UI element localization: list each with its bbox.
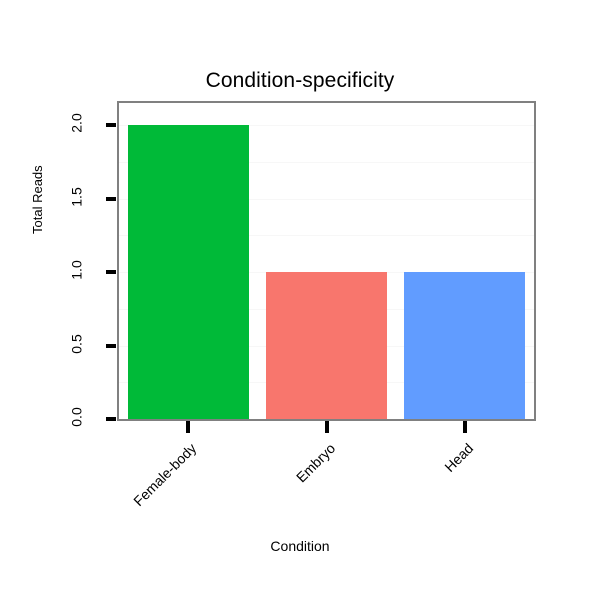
- y-tick-label: 1.5: [57, 186, 97, 207]
- y-tick-mark: [106, 270, 116, 275]
- y-axis-title: Total Reads: [30, 165, 45, 234]
- x-tick-mark: [186, 421, 191, 433]
- gridline: [119, 125, 534, 127]
- y-tick-mark: [106, 196, 116, 201]
- y-tick-mark: [106, 123, 116, 128]
- y-tick-label: 0.5: [57, 333, 97, 354]
- x-tick-label: Embryo: [292, 440, 338, 486]
- bar: [265, 272, 387, 419]
- y-tick-label-text: 0.5: [69, 333, 85, 354]
- plot-panel: [117, 101, 536, 421]
- gridline: [119, 198, 534, 200]
- gridline-minor: [119, 161, 534, 163]
- y-tick-label-text: 1.0: [69, 260, 85, 280]
- y-tick-mark: [106, 417, 116, 421]
- y-tick-label: 1.0: [57, 260, 97, 280]
- plot-area: [119, 103, 534, 419]
- y-tick-label-text: 2.0: [69, 113, 85, 133]
- x-axis-title: Condition: [270, 538, 330, 554]
- bars-group: [119, 103, 534, 419]
- bar: [127, 125, 249, 419]
- chart-title: Condition-specificity: [205, 69, 395, 92]
- y-tick-label-text: 1.5: [69, 186, 85, 207]
- bar: [404, 272, 526, 419]
- x-tick-mark: [462, 421, 467, 433]
- gridline-minor: [119, 235, 534, 237]
- x-tick-label: Head: [441, 440, 477, 475]
- y-axis: 0.0 0.5 1.0 1.5 2.0: [0, 0, 117, 600]
- y-tick-label-text: 0.0: [69, 407, 85, 427]
- y-tick-label: 2.0: [57, 113, 97, 133]
- y-tick-mark: [106, 343, 116, 348]
- y-tick-label: 0.0: [57, 407, 97, 427]
- x-tick-mark: [324, 421, 329, 433]
